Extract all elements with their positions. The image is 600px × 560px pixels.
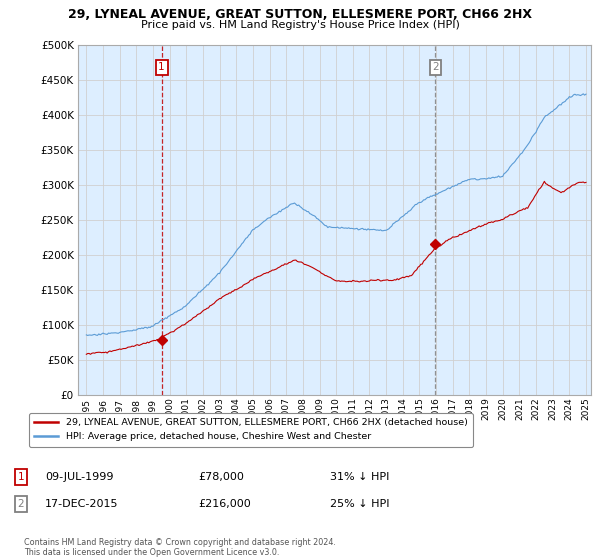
Text: 25% ↓ HPI: 25% ↓ HPI [330, 499, 389, 509]
Text: 29, LYNEAL AVENUE, GREAT SUTTON, ELLESMERE PORT, CH66 2HX: 29, LYNEAL AVENUE, GREAT SUTTON, ELLESME… [68, 8, 532, 21]
Text: £78,000: £78,000 [198, 472, 244, 482]
Text: £216,000: £216,000 [198, 499, 251, 509]
Text: Price paid vs. HM Land Registry's House Price Index (HPI): Price paid vs. HM Land Registry's House … [140, 20, 460, 30]
Text: 2: 2 [432, 62, 439, 72]
Text: 09-JUL-1999: 09-JUL-1999 [45, 472, 113, 482]
Text: 2: 2 [17, 499, 25, 509]
Legend: 29, LYNEAL AVENUE, GREAT SUTTON, ELLESMERE PORT, CH66 2HX (detached house), HPI:: 29, LYNEAL AVENUE, GREAT SUTTON, ELLESME… [29, 413, 473, 447]
Text: 31% ↓ HPI: 31% ↓ HPI [330, 472, 389, 482]
Text: 17-DEC-2015: 17-DEC-2015 [45, 499, 119, 509]
Text: Contains HM Land Registry data © Crown copyright and database right 2024.
This d: Contains HM Land Registry data © Crown c… [24, 538, 336, 557]
Text: 1: 1 [17, 472, 25, 482]
Text: 1: 1 [158, 62, 165, 72]
